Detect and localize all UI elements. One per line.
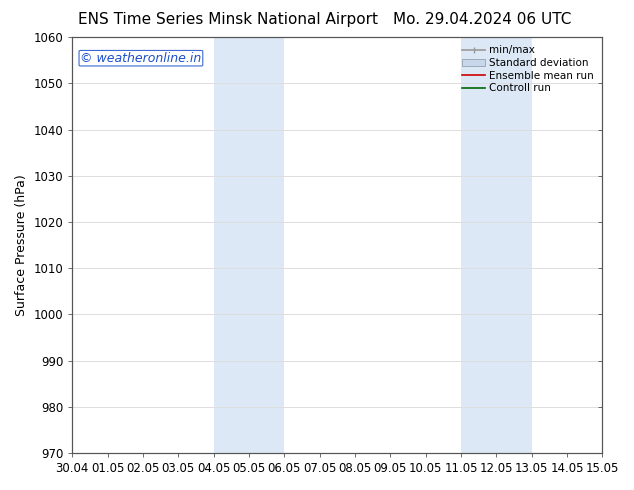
Text: © weatheronline.in: © weatheronline.in bbox=[81, 52, 202, 65]
Legend: min/max, Standard deviation, Ensemble mean run, Controll run: min/max, Standard deviation, Ensemble me… bbox=[459, 42, 597, 97]
Text: Mo. 29.04.2024 06 UTC: Mo. 29.04.2024 06 UTC bbox=[392, 12, 571, 27]
Y-axis label: Surface Pressure (hPa): Surface Pressure (hPa) bbox=[15, 174, 28, 316]
Bar bbox=[214, 37, 284, 453]
Bar bbox=[461, 37, 532, 453]
Text: ENS Time Series Minsk National Airport: ENS Time Series Minsk National Airport bbox=[78, 12, 378, 27]
